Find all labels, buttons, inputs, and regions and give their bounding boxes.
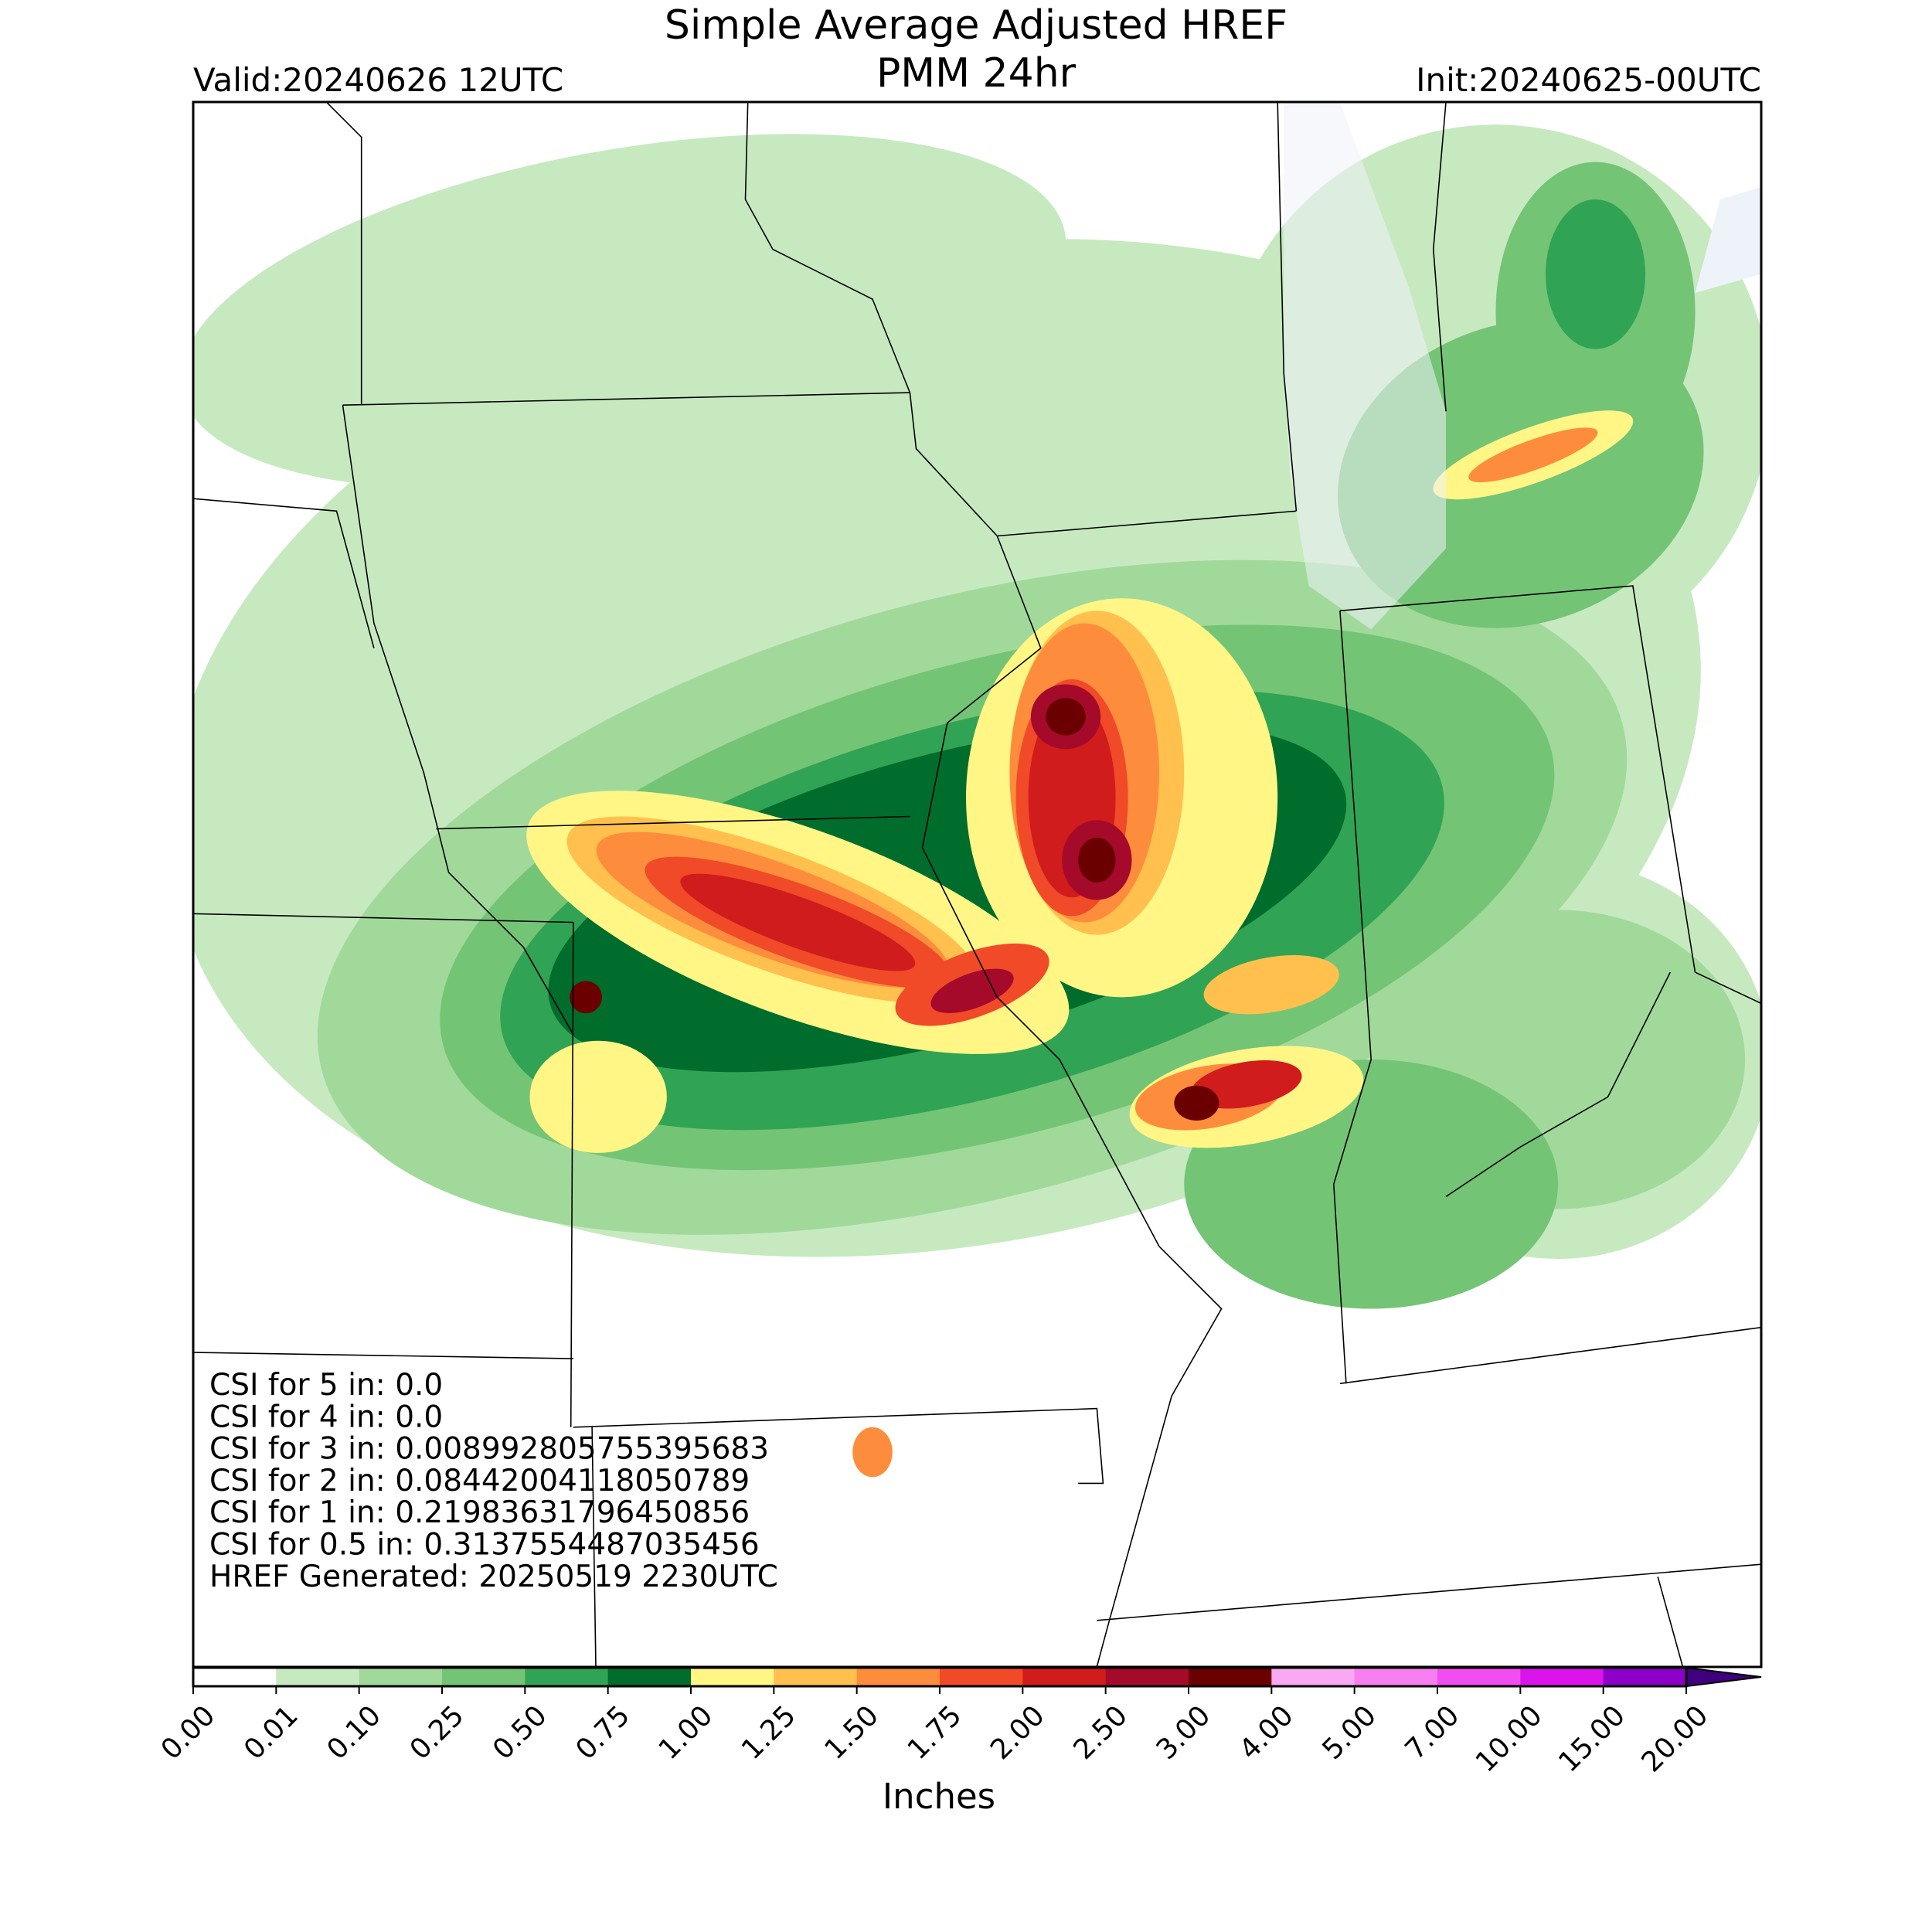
colorbar-tick-label: 0.00: [155, 1699, 222, 1766]
state-border: [193, 498, 375, 648]
precip-area: [1046, 698, 1086, 736]
colorbar-tick-label: 1.50: [818, 1699, 885, 1766]
precip-area: [1546, 199, 1646, 349]
state-border: [573, 1407, 1104, 1485]
csi-text: CSI for 2 in: 0.08442004118050789: [209, 1464, 750, 1498]
lake: [1284, 102, 1446, 630]
colorbar: 0.00 0.01 0.10 0.25 0.50 0.75 1.00 1.25 1.50 1.75…: [155, 1666, 1762, 1778]
state-border: [193, 913, 573, 923]
state-border: [744, 102, 998, 537]
precip-area: [193, 134, 1066, 490]
state-border: [436, 815, 910, 830]
colorbar-extend: [1685, 1666, 1762, 1688]
colorbar-segment: [856, 1668, 940, 1686]
colorbar-tick-label: 2.00: [985, 1699, 1051, 1766]
colorbar-tick-label: 1.25: [736, 1699, 802, 1766]
colorbar-segment: [1354, 1668, 1438, 1686]
colorbar-tick-label: 3.00: [1151, 1699, 1217, 1766]
colorbar-tick-label: 0.25: [404, 1699, 471, 1766]
state-border: [1339, 585, 1761, 1005]
colorbar-label: Inches: [883, 1776, 995, 1817]
state-border: [997, 510, 1297, 537]
state-border: [1445, 971, 1672, 1198]
colorbar-segment: [442, 1668, 526, 1686]
csi-text: CSI for 5 in: 0.0: [209, 1368, 443, 1403]
precip-area: [1203, 955, 1339, 1015]
state-border: [342, 405, 574, 1036]
map: [193, 102, 1761, 1667]
state-border: [921, 536, 1223, 1667]
precip-area: [852, 1427, 893, 1478]
colorbar-tick-label: 1.75: [902, 1699, 968, 1766]
lake: [1695, 186, 1761, 293]
colorbar-segment: [1603, 1668, 1687, 1686]
precip-area: [570, 981, 603, 1014]
colorbar-segment: [1437, 1668, 1521, 1686]
csi-text: CSI for 3 in: 0.008992805755395683: [209, 1432, 769, 1467]
precip-area: [1078, 837, 1116, 883]
colorbar-segment: [1189, 1668, 1272, 1686]
colorbar-segment: [1271, 1668, 1355, 1686]
init-time: Init:20240625-00UTC: [1416, 61, 1761, 99]
colorbar-tick-label: 7.00: [1400, 1699, 1466, 1766]
colorbar-segment: [607, 1668, 692, 1686]
colorbar-segment: [525, 1668, 609, 1686]
state-border: [1432, 102, 1447, 412]
state-border: [1332, 611, 1372, 1384]
precip-area: [1174, 1085, 1219, 1121]
precip-area: [1191, 1060, 1302, 1109]
state-border: [1097, 1563, 1761, 1621]
precip-area: [529, 1040, 667, 1153]
colorbar-tick-label: 5.00: [1316, 1699, 1383, 1766]
state-border: [570, 922, 574, 1427]
state-border: [1277, 102, 1298, 512]
colorbar-segment: [774, 1668, 858, 1686]
colorbar-segment: [691, 1668, 774, 1686]
colorbar-segment: [276, 1668, 360, 1686]
subtitle: PMM 24hr: [876, 50, 1077, 97]
colorbar-segment: [1022, 1668, 1107, 1686]
precip-area: [930, 968, 1014, 1013]
precip-area: [680, 873, 916, 971]
csi-text: CSI for 1 in: 0.21983631796450856: [209, 1495, 750, 1530]
colorbar-tick-label: 10.00: [1470, 1699, 1549, 1778]
colorbar-segment: [193, 1668, 277, 1686]
state-border: [326, 102, 362, 406]
state-border: [193, 1352, 573, 1359]
colorbar-tick-label: 0.75: [570, 1699, 636, 1766]
state-border: [1339, 1326, 1761, 1385]
colorbar-tick-label: 0.50: [487, 1699, 553, 1766]
state-border: [1657, 1577, 1684, 1667]
colorbar-segment: [1105, 1668, 1189, 1686]
colorbar-tick-label: 0.01: [238, 1699, 304, 1766]
csi-text: CSI for 0.5 in: 0.3137554487035456: [209, 1528, 760, 1563]
colorbar-tick-label: 20.00: [1636, 1699, 1715, 1778]
csi-text: HREF Generated: 20250519 2230UTC: [209, 1560, 778, 1594]
colorbar-tick-label: 4.00: [1233, 1699, 1300, 1766]
colorbar-tick-label: 0.10: [321, 1699, 387, 1766]
title: Simple Average Adjusted HREF: [665, 2, 1287, 49]
colorbar-segment: [940, 1668, 1023, 1686]
csi-text: CSI for 4 in: 0.0: [209, 1400, 443, 1434]
colorbar-tick-label: 15.00: [1553, 1699, 1631, 1778]
precip-area: [1468, 427, 1598, 483]
colorbar-tick-label: 1.00: [653, 1699, 719, 1766]
colorbar-segment: [359, 1668, 443, 1686]
state-border: [342, 392, 910, 406]
colorbar-segment: [1520, 1668, 1604, 1686]
state-border: [591, 1427, 597, 1667]
valid-time: Valid:20240626 12UTC: [193, 61, 563, 99]
colorbar-tick-label: 2.50: [1067, 1699, 1134, 1766]
